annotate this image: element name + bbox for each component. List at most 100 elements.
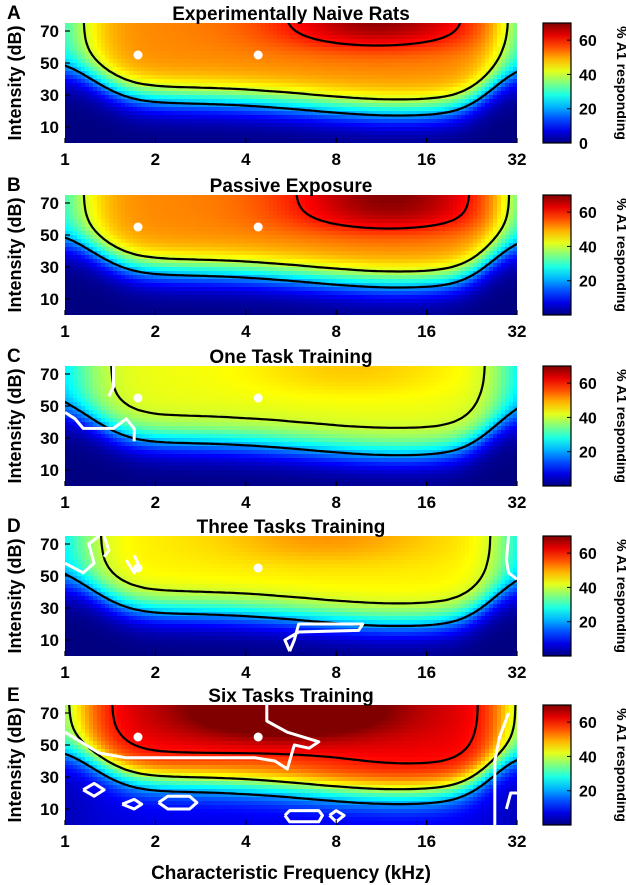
heatmap-cell — [477, 111, 482, 116]
heatmap-cell — [345, 135, 350, 140]
heatmap-cell — [125, 39, 130, 44]
heatmap-cell — [157, 75, 162, 80]
heatmap-cell — [73, 231, 78, 236]
heatmap-cell — [109, 43, 114, 48]
heatmap-cell — [425, 31, 430, 36]
heatmap-cell — [485, 239, 490, 244]
heatmap-cell — [205, 107, 210, 112]
heatmap-cell — [493, 231, 498, 236]
heatmap-cell — [185, 127, 190, 132]
heatmap-cell — [245, 123, 250, 128]
heatmap-cell — [121, 215, 126, 220]
heatmap-cell — [493, 199, 498, 204]
heatmap-cell — [229, 107, 234, 112]
heatmap-cell — [513, 67, 517, 72]
heatmap-cell — [393, 55, 398, 60]
heatmap-cell — [373, 71, 378, 76]
heatmap-cell — [485, 135, 490, 140]
heatmap-cell — [181, 239, 186, 244]
heatmap-cell — [441, 71, 446, 76]
heatmap-cell — [405, 27, 410, 32]
heatmap-cell — [449, 23, 454, 28]
heatmap-cell — [141, 47, 146, 52]
heatmap-cell — [333, 75, 338, 80]
heatmap-cell — [509, 95, 514, 100]
heatmap-cell — [477, 75, 482, 80]
heatmap-cell — [289, 139, 294, 143]
heatmap-cell — [349, 119, 354, 124]
heatmap-cell — [425, 95, 430, 100]
heatmap-cell — [377, 243, 382, 248]
heatmap-cell — [93, 67, 98, 72]
heatmap-cell — [321, 223, 326, 228]
heatmap-cell — [137, 139, 142, 143]
heatmap-cell — [253, 207, 258, 212]
heatmap-cell — [145, 211, 150, 216]
heatmap-cell — [93, 243, 98, 248]
heatmap-cell — [509, 31, 514, 36]
heatmap-cell — [165, 47, 170, 52]
heatmap-cell — [401, 87, 406, 92]
heatmap-cell — [109, 111, 114, 116]
heatmap-cell — [93, 75, 98, 80]
heatmap-cell — [365, 239, 370, 244]
heatmap-cell — [381, 59, 386, 64]
heatmap-cell — [429, 103, 434, 108]
heatmap-cell — [265, 135, 270, 140]
heatmap-cell — [385, 119, 390, 124]
heatmap-cell — [249, 207, 254, 212]
heatmap-cell — [373, 59, 378, 64]
heatmap-cell — [381, 31, 386, 36]
heatmap-cell — [325, 79, 330, 84]
heatmap-cell — [189, 107, 194, 112]
heatmap-cell — [165, 91, 170, 96]
heatmap-cell — [265, 59, 270, 64]
heatmap-cell — [221, 27, 226, 32]
heatmap-cell — [429, 51, 434, 56]
heatmap-cell — [485, 223, 490, 228]
heatmap-cell — [301, 215, 306, 220]
heatmap-cell — [325, 43, 330, 48]
heatmap-cell — [169, 115, 174, 120]
heatmap-cell — [461, 231, 466, 236]
heatmap-cell — [197, 55, 202, 60]
heatmap-cell — [213, 239, 218, 244]
heatmap-cell — [85, 63, 90, 68]
heatmap-cell — [157, 219, 162, 224]
heatmap-cell — [457, 231, 462, 236]
heatmap-cell — [181, 111, 186, 116]
heatmap-cell — [121, 211, 126, 216]
heatmap-cell — [381, 223, 386, 228]
heatmap-cell — [225, 123, 230, 128]
heatmap-cell — [77, 195, 82, 200]
heatmap-cell — [397, 199, 402, 204]
heatmap-cell — [441, 83, 446, 88]
heatmap-cell — [205, 211, 210, 216]
heatmap-cell — [393, 67, 398, 72]
heatmap-cell — [365, 51, 370, 56]
heatmap-cell — [377, 35, 382, 40]
heatmap-cell — [345, 227, 350, 232]
heatmap-cell — [145, 31, 150, 36]
heatmap-cell — [449, 135, 454, 140]
heatmap-cell — [201, 131, 206, 136]
heatmap-cell — [501, 71, 506, 76]
heatmap-cell — [189, 203, 194, 208]
heatmap-cell — [145, 227, 150, 232]
heatmap-cell — [233, 127, 238, 132]
heatmap-cell — [273, 135, 278, 140]
heatmap-cell — [69, 31, 74, 36]
heatmap-cell — [65, 227, 70, 232]
heatmap-cell — [345, 103, 350, 108]
heatmap-cell — [85, 203, 90, 208]
heatmap-cell — [245, 243, 250, 248]
heatmap-cell — [213, 223, 218, 228]
heatmap-cell — [333, 47, 338, 52]
heatmap-cell — [273, 99, 278, 104]
heatmap-cell — [417, 27, 422, 32]
heatmap-cell — [393, 115, 398, 120]
heatmap-cell — [497, 83, 502, 88]
heatmap-cell — [497, 103, 502, 108]
heatmap-cell — [309, 239, 314, 244]
heatmap-cell — [425, 55, 430, 60]
